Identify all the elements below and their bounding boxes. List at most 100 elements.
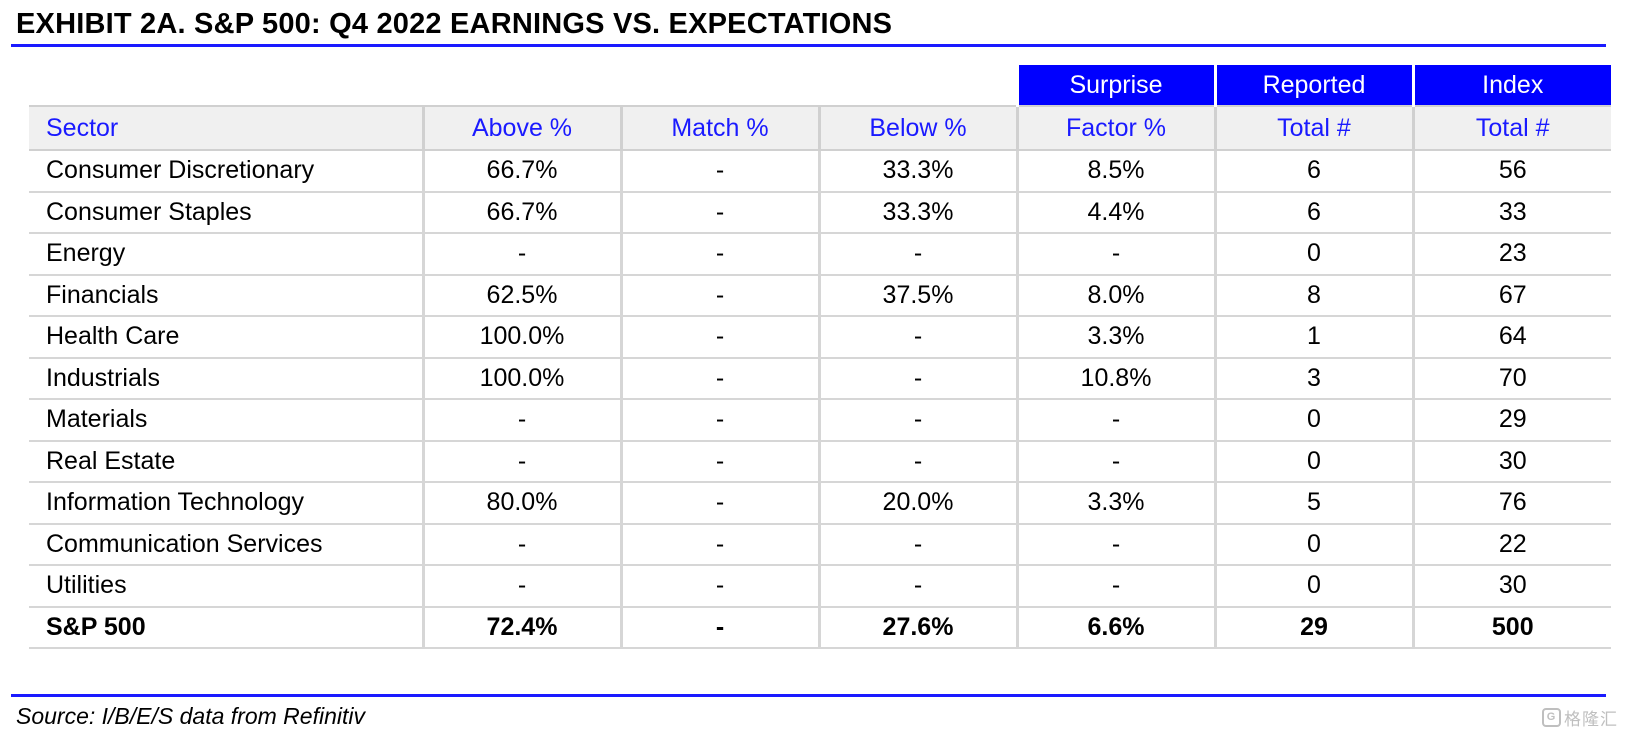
reported-total-cell: 3 (1215, 357, 1415, 400)
index-total-cell: 64 (1413, 316, 1611, 359)
match-pct-cell: - (621, 357, 821, 400)
sector-cell: Industrials (29, 357, 425, 400)
surprise-factor-cell: - (1017, 565, 1217, 608)
surprise-factor-cell: 6.6% (1017, 606, 1217, 649)
match-pct-cell: - (621, 316, 821, 359)
watermark-text: 格隆汇 (1564, 710, 1618, 729)
sector-cell: Consumer Staples (29, 191, 425, 234)
match-pct-cell: - (621, 399, 821, 442)
surprise-factor-cell: - (1017, 233, 1217, 276)
index-total-cell: 33 (1413, 191, 1611, 234)
reported-total-cell: 0 (1215, 523, 1415, 566)
index-total-cell: 56 (1413, 150, 1611, 193)
above-pct-cell: 72.4% (423, 606, 623, 649)
below-pct-cell: 33.3% (819, 150, 1019, 193)
super-header-surprise: Surprise (1015, 65, 1215, 106)
surprise-factor-cell: - (1017, 399, 1217, 442)
table-row: Communication Services - - - -0 22 (29, 523, 1611, 566)
sector-cell: S&P 500 (29, 606, 425, 649)
watermark-logo-icon: G (1542, 708, 1561, 727)
reported-total-cell: 8 (1215, 274, 1415, 317)
table-row: Industrials 100.0% - -10.8% 3 70 (29, 357, 1611, 400)
below-pct-cell: - (819, 565, 1019, 608)
match-pct-cell: - (621, 523, 821, 566)
sector-cell: Health Care (29, 316, 425, 359)
column-header-sector: Sector (29, 105, 425, 151)
total-row: S&P 500 72.4% -27.6% 6.6% 29 500 (29, 606, 1611, 649)
sector-cell: Information Technology (29, 482, 425, 525)
match-pct-cell: - (621, 482, 821, 525)
table-row: Real Estate - - - -0 30 (29, 440, 1611, 483)
sector-cell: Financials (29, 274, 425, 317)
table-body: Consumer Discretionary 66.7% -33.3% 8.5% 6 56… (29, 150, 1611, 649)
earnings-table: Surprise Reported Index Sector Above % M… (29, 65, 1611, 649)
column-header-reported-total: Total # (1215, 105, 1415, 151)
below-pct-cell: 33.3% (819, 191, 1019, 234)
index-total-cell: 67 (1413, 274, 1611, 317)
surprise-factor-cell: 3.3% (1017, 482, 1217, 525)
index-total-cell: 29 (1413, 399, 1611, 442)
footer-rule (11, 694, 1606, 697)
index-total-cell: 76 (1413, 482, 1611, 525)
match-pct-cell: - (621, 191, 821, 234)
below-pct-cell: - (819, 440, 1019, 483)
reported-total-cell: 0 (1215, 233, 1415, 276)
column-header-row: Sector Above % Match % Below % Factor % … (29, 105, 1611, 151)
below-pct-cell: - (819, 233, 1019, 276)
match-pct-cell: - (621, 565, 821, 608)
match-pct-cell: - (621, 606, 821, 649)
below-pct-cell: 20.0% (819, 482, 1019, 525)
table-row: Health Care 100.0% - -3.3% 1 64 (29, 316, 1611, 359)
column-header-above: Above % (423, 105, 623, 151)
above-pct-cell: - (423, 233, 623, 276)
surprise-factor-cell: - (1017, 523, 1217, 566)
table-row: Utilities - - - -0 30 (29, 565, 1611, 608)
index-total-cell: 70 (1413, 357, 1611, 400)
sector-cell: Real Estate (29, 440, 425, 483)
table-row: Materials - - - -0 29 (29, 399, 1611, 442)
table-row: Consumer Staples 66.7% -33.3% 4.4% 6 33 (29, 191, 1611, 234)
below-pct-cell: - (819, 357, 1019, 400)
sector-cell: Energy (29, 233, 425, 276)
above-pct-cell: - (423, 565, 623, 608)
index-total-cell: 30 (1413, 565, 1611, 608)
sector-cell: Communication Services (29, 523, 425, 566)
above-pct-cell: 66.7% (423, 191, 623, 234)
index-total-cell: 500 (1413, 606, 1611, 649)
column-header-index-total: Total # (1413, 105, 1611, 151)
match-pct-cell: - (621, 440, 821, 483)
above-pct-cell: 80.0% (423, 482, 623, 525)
match-pct-cell: - (621, 150, 821, 193)
column-header-below: Below % (819, 105, 1019, 151)
table-row: Energy - - - -0 23 (29, 233, 1611, 276)
sector-cell: Consumer Discretionary (29, 150, 425, 193)
column-header-factor: Factor % (1017, 105, 1217, 151)
reported-total-cell: 0 (1215, 440, 1415, 483)
super-header-reported: Reported (1213, 65, 1413, 106)
surprise-factor-cell: 3.3% (1017, 316, 1217, 359)
exhibit-title: EXHIBIT 2A. S&P 500: Q4 2022 EARNINGS VS… (16, 8, 893, 40)
above-pct-cell: - (423, 399, 623, 442)
sector-cell: Materials (29, 399, 425, 442)
index-total-cell: 30 (1413, 440, 1611, 483)
above-pct-cell: 100.0% (423, 316, 623, 359)
table-row: Financials 62.5% -37.5% 8.0% 8 67 (29, 274, 1611, 317)
index-total-cell: 22 (1413, 523, 1611, 566)
reported-total-cell: 0 (1215, 565, 1415, 608)
reported-total-cell: 5 (1215, 482, 1415, 525)
reported-total-cell: 0 (1215, 399, 1415, 442)
surprise-factor-cell: 10.8% (1017, 357, 1217, 400)
below-pct-cell: - (819, 399, 1019, 442)
sector-cell: Utilities (29, 565, 425, 608)
above-pct-cell: 62.5% (423, 274, 623, 317)
above-pct-cell: 100.0% (423, 357, 623, 400)
super-header-index: Index (1411, 65, 1611, 106)
surprise-factor-cell: 4.4% (1017, 191, 1217, 234)
surprise-factor-cell: - (1017, 440, 1217, 483)
table-row: Consumer Discretionary 66.7% -33.3% 8.5% 6 56 (29, 150, 1611, 193)
title-rule (11, 44, 1606, 47)
watermark: G 格隆汇 (1542, 705, 1618, 730)
source-note: Source: I/B/E/S data from Refinitiv (16, 703, 365, 729)
reported-total-cell: 29 (1215, 606, 1415, 649)
surprise-factor-cell: 8.5% (1017, 150, 1217, 193)
